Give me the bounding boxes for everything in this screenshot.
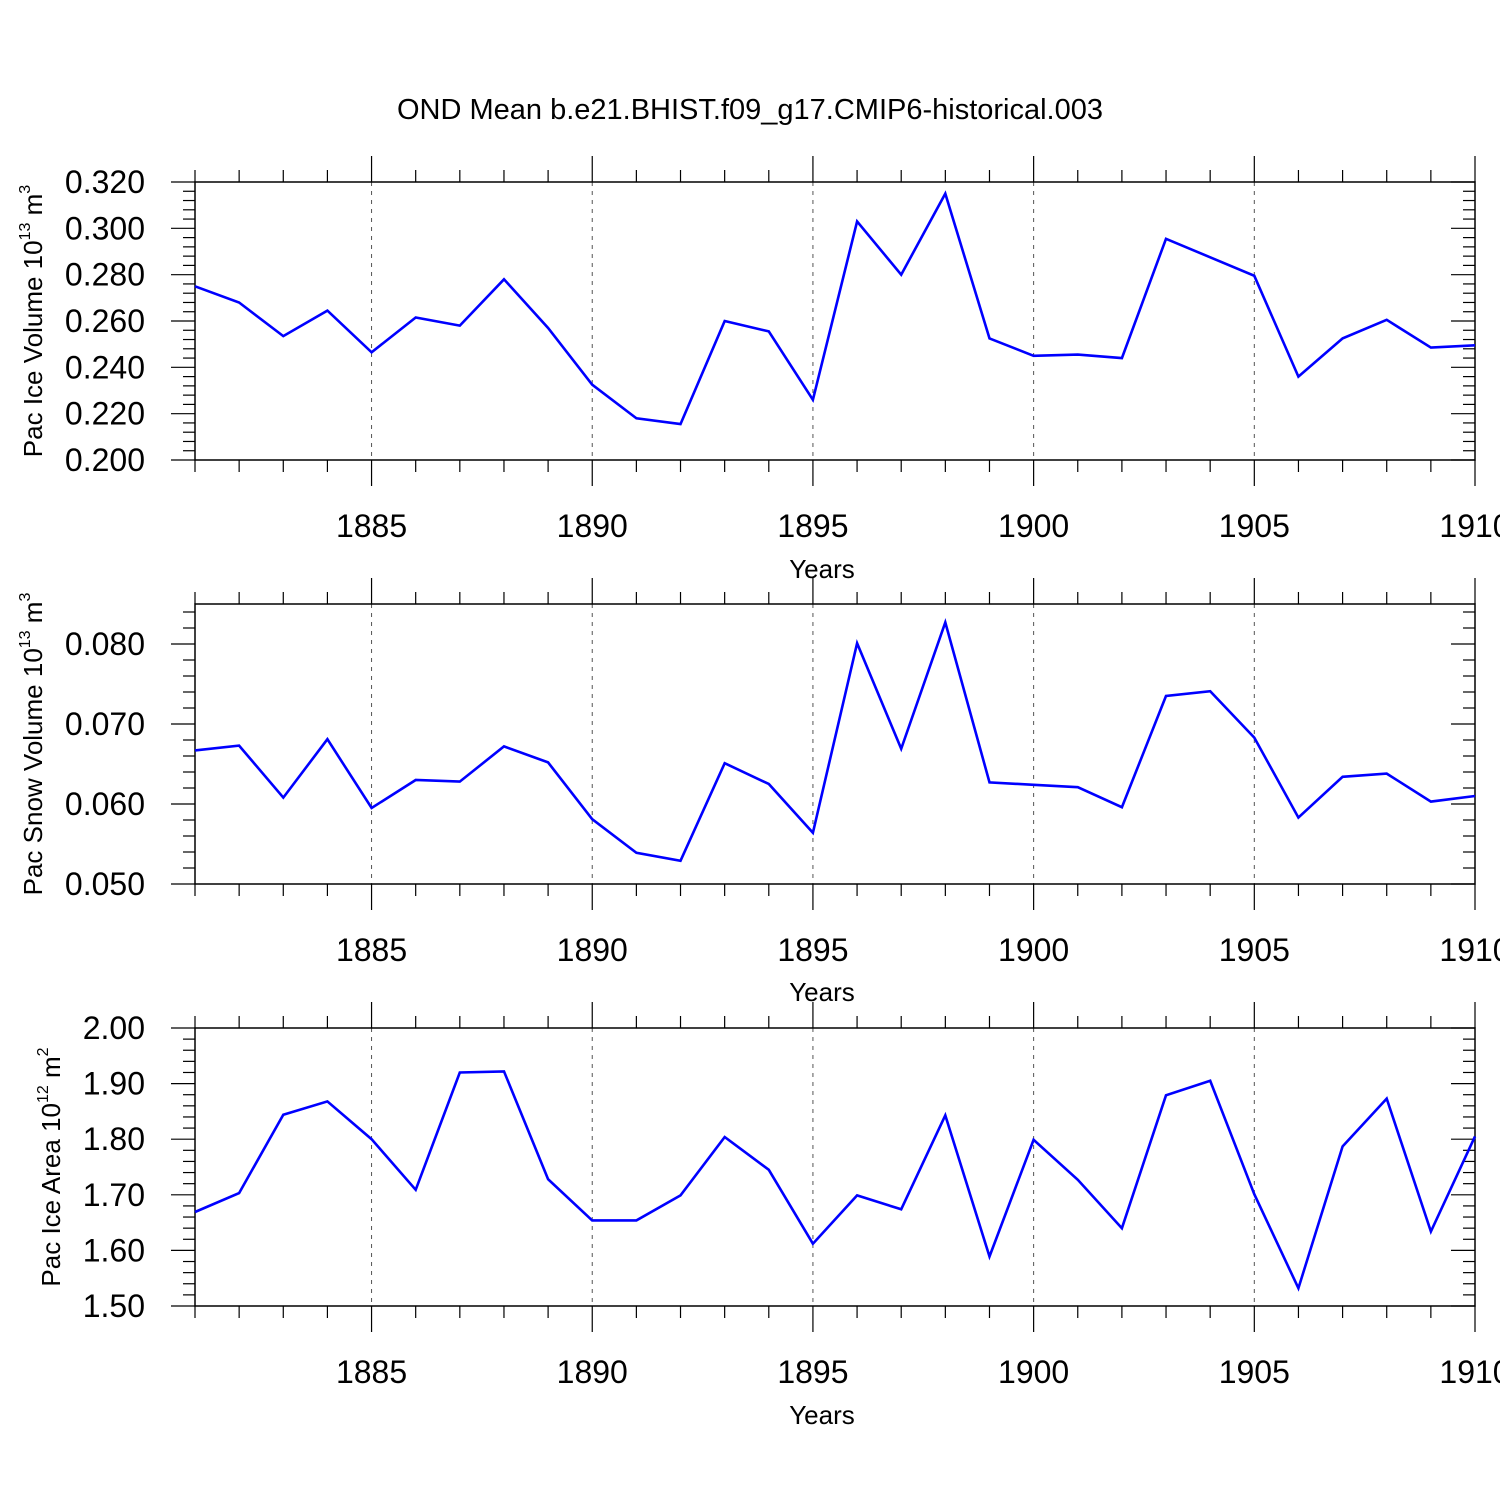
y-axis-label: Pac Ice Area 1012 m2: [35, 1047, 66, 1286]
y-axis-label-unit: m: [36, 1056, 66, 1085]
y-tick-label: 0.060: [65, 786, 145, 822]
y-tick-label: 0.070: [65, 706, 145, 742]
y-axis-label: Pac Ice Volume 1013 m3: [17, 185, 48, 458]
y-tick-label: 0.080: [65, 626, 145, 662]
x-tick-label: 1905: [1219, 1354, 1290, 1390]
x-axis-label: Years: [789, 554, 855, 584]
series-line-ice-area: [194, 1070, 1477, 1292]
x-tick-label: 1895: [777, 508, 848, 544]
plot-frame: [194, 603, 1476, 885]
x-tick-label: 1905: [1219, 932, 1290, 968]
x-axis-label: Years: [789, 1400, 855, 1430]
y-tick-label: 0.280: [65, 257, 145, 293]
figure-title: OND Mean b.e21.BHIST.f09_g17.CMIP6-histo…: [397, 94, 1103, 126]
x-tick-label: 1885: [336, 932, 407, 968]
x-tick-label: 1890: [557, 508, 628, 544]
plot-frame: [194, 1027, 1476, 1307]
x-tick-label: 1900: [998, 932, 1069, 968]
y-axis-label-unit-exp: 3: [17, 593, 34, 602]
y-axis-label-unit-exp: 2: [35, 1047, 52, 1056]
y-axis-label-unit: m: [18, 194, 48, 223]
y-axis-label-exp: 13: [17, 630, 34, 648]
y-tick-label: 0.200: [65, 442, 145, 478]
y-axis-label: Pac Snow Volume 1013 m3: [17, 593, 48, 896]
series-line-snow-volume: [194, 618, 1476, 863]
y-tick-label: 2.00: [83, 1010, 145, 1046]
x-tick-label: 1890: [557, 932, 628, 968]
y-axis-label-text: Pac Ice Area 10: [36, 1103, 66, 1287]
panel-snow-volume: 0.050 0.060 0.070 0.080 1885 1890 1895 1900 1905…: [17, 578, 1500, 1007]
y-tick-label: 0.050: [65, 866, 145, 902]
series-line-ice-volume: [194, 190, 1476, 426]
y-tick-label: 1.60: [83, 1232, 145, 1268]
y-tick-label: 0.320: [65, 164, 145, 200]
x-tick-label: 1885: [336, 508, 407, 544]
x-tick-label: 1895: [777, 932, 848, 968]
y-tick-label: 1.80: [83, 1121, 145, 1157]
y-tick-label: 1.70: [83, 1177, 145, 1213]
y-tick-label: 0.300: [65, 210, 145, 246]
panel-ice-volume: 0.200 0.220 0.240 0.260 0.280 0.300 0.320 1885 1…: [17, 156, 1500, 584]
x-tick-label: 1910: [1439, 508, 1500, 544]
x-axis-label: Years: [789, 977, 855, 1007]
x-tick-label: 1905: [1219, 508, 1290, 544]
x-tick-label: 1890: [557, 1354, 628, 1390]
y-axis-label-unit: m: [18, 602, 48, 631]
x-tick-label: 1895: [777, 1354, 848, 1390]
y-axis-label-exp: 12: [35, 1085, 52, 1103]
plot-frame: [194, 181, 1476, 461]
x-tick-label: 1900: [998, 508, 1069, 544]
y-tick-label: 0.260: [65, 303, 145, 339]
y-axis-label-text: Pac Ice Volume 10: [18, 240, 48, 457]
y-tick-label: 1.90: [83, 1066, 145, 1102]
x-tick-label: 1900: [998, 1354, 1069, 1390]
y-axis-label-text: Pac Snow Volume 10: [18, 648, 48, 895]
x-tick-label: 1885: [336, 1354, 407, 1390]
y-tick-label: 1.50: [83, 1288, 145, 1324]
x-tick-label: 1910: [1439, 932, 1500, 968]
y-tick-label: 0.240: [65, 349, 145, 385]
y-axis-label-unit-exp: 3: [17, 185, 34, 194]
y-tick-label: 0.220: [65, 396, 145, 432]
x-tick-label: 1910: [1439, 1354, 1500, 1390]
panel-ice-area: 1.50 1.60 1.70 1.80 1.90 2.00 1885 1890 1895 1900…: [35, 1002, 1500, 1430]
y-axis-label-exp: 13: [17, 222, 34, 240]
